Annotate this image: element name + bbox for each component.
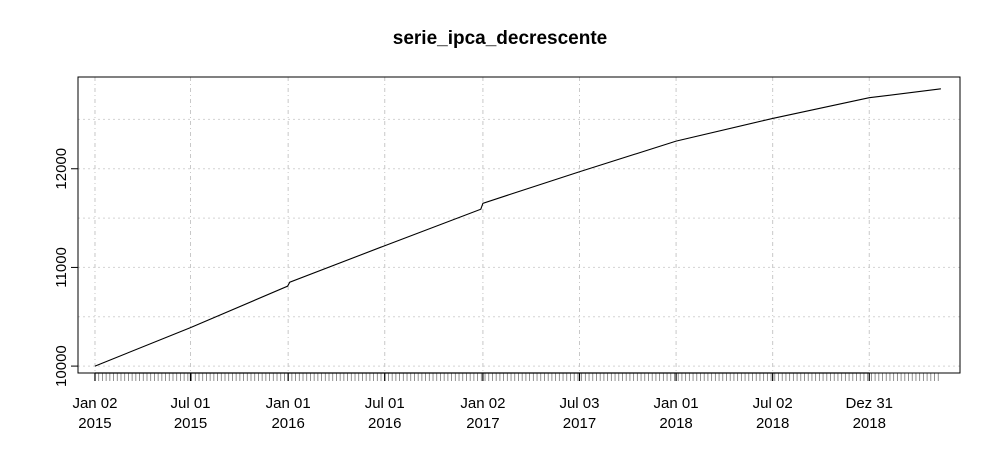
y-tick-label: 11000 xyxy=(53,247,70,288)
x-tick-year: 2015 xyxy=(174,415,207,432)
x-tick-year: 2016 xyxy=(368,415,401,432)
x-tick-label: Dez 31 xyxy=(845,395,893,412)
x-tick-year: 2016 xyxy=(271,415,304,432)
x-minor-ticks xyxy=(94,373,939,381)
x-tick-label: Jan 01 xyxy=(266,395,311,412)
x-tick-year: 2018 xyxy=(853,415,886,432)
y-tick-label: 12000 xyxy=(53,148,70,190)
series-layer xyxy=(94,88,941,367)
x-tick-label: Jan 02 xyxy=(460,395,505,412)
axis-layer: Jan 02 2015 Jul 01 2015 Jan 01 2016 Jul 01 2016… xyxy=(53,148,893,432)
plot-frame xyxy=(77,76,961,374)
x-tick-label: Jan 01 xyxy=(654,395,699,412)
chart-title: serie_ipca_decrescente xyxy=(392,28,608,49)
x-tick-year: 2017 xyxy=(563,415,596,432)
x-tick-label: Jul 03 xyxy=(559,395,599,412)
minor-ticks-layer xyxy=(94,373,939,381)
x-tick-year: 2015 xyxy=(78,415,111,432)
x-tick-year: 2018 xyxy=(659,415,692,432)
x-tick-label: Jan 02 xyxy=(72,395,117,412)
y-tick-label: 10000 xyxy=(53,345,70,387)
series-line xyxy=(94,88,941,367)
x-tick-label: Jul 01 xyxy=(170,395,210,412)
x-tick-year: 2017 xyxy=(466,415,499,432)
grid-layer xyxy=(78,77,960,373)
x-tick-label: Jul 02 xyxy=(753,395,793,412)
x-tick-label: Jul 01 xyxy=(365,395,405,412)
x-tick-year: 2018 xyxy=(756,415,789,432)
